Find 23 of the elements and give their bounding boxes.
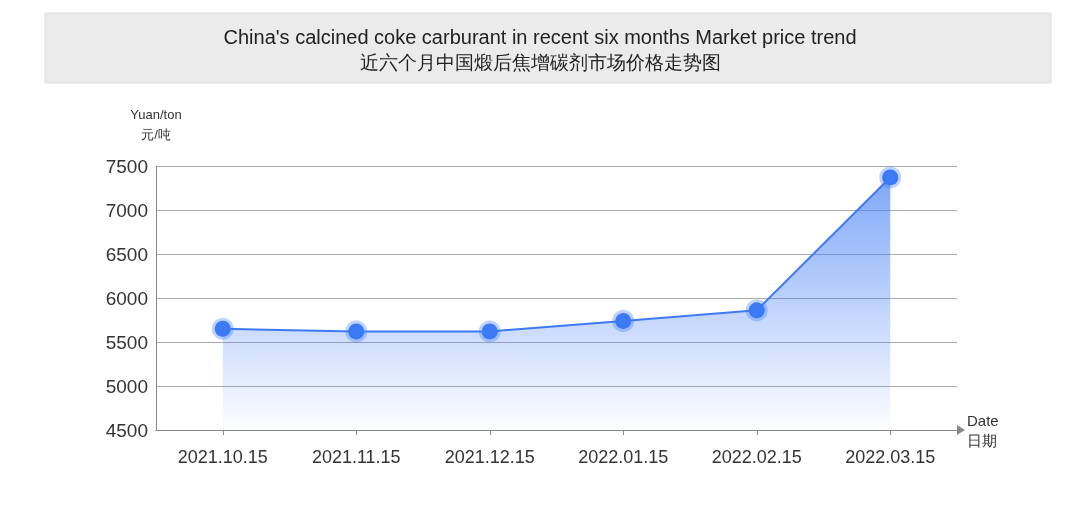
y-axis-title: Yuan/ton 元/吨 xyxy=(130,106,182,142)
x-tick-label: 2022.02.15 xyxy=(711,447,802,467)
point xyxy=(478,320,501,343)
y-tick-label: 5500 xyxy=(105,331,148,353)
point xyxy=(345,320,368,343)
y-tick-label: 5000 xyxy=(105,375,148,397)
point xyxy=(211,317,234,340)
y-tick-label: 7500 xyxy=(105,155,148,177)
chart-title: China's calcined coke carburant in recent six months Market price trend xyxy=(223,26,857,48)
x-tick-label: 2021.12.15 xyxy=(444,447,535,467)
chart-subtitle: 近六个月中国煅后焦增碳剂市场价格走势图 xyxy=(359,52,721,73)
y-tick-label: 6000 xyxy=(105,287,148,309)
x-tick-label: 2021.10.15 xyxy=(177,447,268,467)
point xyxy=(745,299,768,322)
point xyxy=(879,166,902,189)
y-tick-label: 6500 xyxy=(105,243,148,265)
x-tick-label: 2021.11.15 xyxy=(311,447,401,467)
y-tick-label: 4500 xyxy=(105,419,148,441)
y-tick-label: 7000 xyxy=(105,199,148,221)
point xyxy=(612,309,635,332)
x-tick-label: 2022.03.15 xyxy=(845,447,936,467)
x-tick-label: 2022.01.15 xyxy=(578,447,669,467)
x-axis-title: Date 日期 xyxy=(967,411,999,449)
